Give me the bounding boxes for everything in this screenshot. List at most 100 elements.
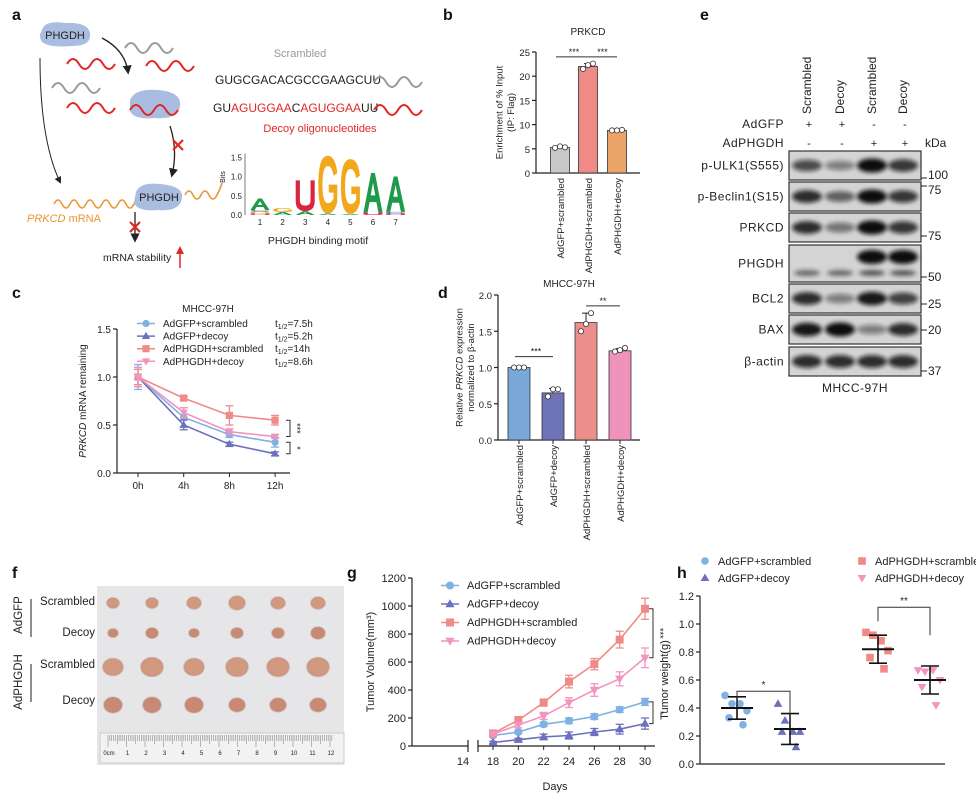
y-tick-label: 0.6: [679, 675, 694, 687]
legend-marker: [445, 599, 455, 608]
chart-g: 0 200 400 600 800 1000 1200 14 18 20 22 24 26 28 30 AdG…: [365, 573, 665, 793]
decoy-oligo-icon: [129, 104, 179, 116]
protein-band: [825, 322, 855, 337]
motif-letter-A: [273, 211, 293, 215]
protein-label: BCL2: [752, 292, 784, 306]
y-tick-label: 1.2: [679, 591, 694, 603]
significance-label: *: [762, 680, 766, 691]
phgdh-protein-shape: [40, 22, 91, 47]
data-point: [555, 386, 562, 393]
y-tick-label: 1.5: [97, 325, 111, 336]
row-label: Scrambled: [40, 596, 95, 608]
data-point: [788, 727, 798, 735]
y-tick-label: 2.0: [479, 291, 492, 302]
western-blot: Scrambled Decoy Scrambled Decoy AdGFP + + - - AdP…: [698, 57, 949, 395]
mrna-stability-label: mRNA stability: [103, 252, 172, 264]
data-point: [564, 730, 574, 739]
x-tick-label: 4h: [178, 481, 189, 492]
x-tick-label: 24: [563, 756, 575, 768]
protein-band: [857, 324, 887, 335]
sequence-segment: AGUGGAA: [231, 101, 292, 115]
ruler-label: 9: [274, 751, 278, 757]
condition-value: +: [806, 119, 812, 131]
y-tick-label: 0.5: [479, 400, 492, 411]
half-life-part: =7.5h: [288, 319, 313, 330]
significance-label: ***: [655, 628, 665, 639]
tumor: [107, 628, 119, 638]
prkcd-mrna-shape: [53, 182, 223, 209]
data-point: [739, 721, 747, 729]
y-tick-label: 1000: [382, 601, 406, 613]
motif-letter-A: [318, 213, 338, 215]
prkcd-mrna-label: PRKCD mRNA: [27, 213, 102, 225]
y-tick-label: 0: [400, 741, 406, 753]
significance-bracket: [649, 608, 654, 659]
data-point: [562, 144, 569, 151]
half-life-part: =5.2h: [288, 332, 313, 343]
motif-letter-C: [386, 211, 406, 214]
panel-label-a: a: [12, 7, 21, 24]
x-axis-label: Days: [542, 781, 568, 793]
decoy-oligo-icon: [145, 60, 195, 72]
position-label: 2: [280, 218, 285, 227]
data-point: [641, 697, 649, 706]
protein-label: p-Beclin1(S15): [698, 190, 784, 204]
legend-label: AdGFP+scrambled: [163, 319, 248, 330]
data-point: [270, 433, 280, 441]
data-point: [545, 393, 552, 400]
mrna-suffix: mRNA: [66, 213, 102, 225]
lane-header: Decoy: [896, 80, 910, 114]
kda-marker: 25: [928, 297, 942, 311]
series-line: [137, 376, 276, 438]
protein-band: [792, 221, 822, 234]
y-axis-label-part: Tumor weight(g): [659, 640, 671, 720]
decoy-oligo-icon: [373, 104, 423, 116]
legend-label: AdGFP+decoy: [718, 573, 790, 585]
tumor: [228, 697, 246, 713]
protein-band: [888, 250, 918, 264]
bar: [541, 392, 565, 441]
protein-band: [890, 270, 916, 276]
chart-h: 0.0 0.2 0.4 0.6 0.8 1.0 1.2 AdGFP+scrambled AdGF…: [659, 556, 976, 771]
legend-marker: [141, 331, 151, 339]
tumor: [103, 697, 123, 713]
tumor: [228, 595, 246, 611]
y-tick-label: 0.2: [679, 731, 694, 743]
tumor: [183, 658, 205, 676]
protein-band: [794, 270, 820, 276]
data-point: [619, 126, 626, 133]
y-tick-label: 1.0: [231, 173, 243, 182]
tumor: [230, 627, 244, 639]
tumor: [309, 697, 327, 713]
y-axis-label: (IP: Flag): [506, 93, 517, 132]
ruler-label: 3: [163, 751, 167, 757]
panel-a-schematic: PHGDH PHGDH PRKCD mRNA mRNA stability Sc…: [27, 22, 423, 268]
motif-letter-G: [318, 155, 338, 214]
x-tick-label: 12h: [267, 481, 284, 492]
x-tick-label: 22: [538, 756, 550, 768]
y-tick-label: 1.5: [479, 327, 492, 338]
tumor: [266, 657, 290, 677]
x-tick-label: 20: [512, 756, 524, 768]
data-point: [615, 635, 624, 644]
y-tick-label: 0.5: [97, 421, 111, 432]
y-tick-label: 400: [388, 685, 406, 697]
scrambled-oligo-icon: [373, 76, 423, 88]
half-life-part: =14h: [288, 344, 311, 355]
protein-label: p-ULK1(S555): [701, 159, 784, 173]
data-point: [615, 705, 624, 714]
data-point: [179, 420, 188, 428]
data-point: [585, 62, 592, 69]
panel-label-f: f: [12, 565, 18, 582]
half-life-part: t: [275, 357, 278, 368]
data-point: [488, 730, 498, 739]
significance-label: **: [599, 296, 607, 306]
half-life-label: t1/2=14h: [275, 344, 310, 356]
x-tick-label: AdPHGDH+decoy: [613, 178, 624, 255]
y-tick-label: 0.4: [679, 703, 694, 715]
ruler-label: 2: [144, 751, 148, 757]
data-point: [513, 734, 523, 743]
x-tick-label: 0h: [132, 481, 143, 492]
y-axis-label-part: Enrichment of % Input: [494, 65, 505, 159]
